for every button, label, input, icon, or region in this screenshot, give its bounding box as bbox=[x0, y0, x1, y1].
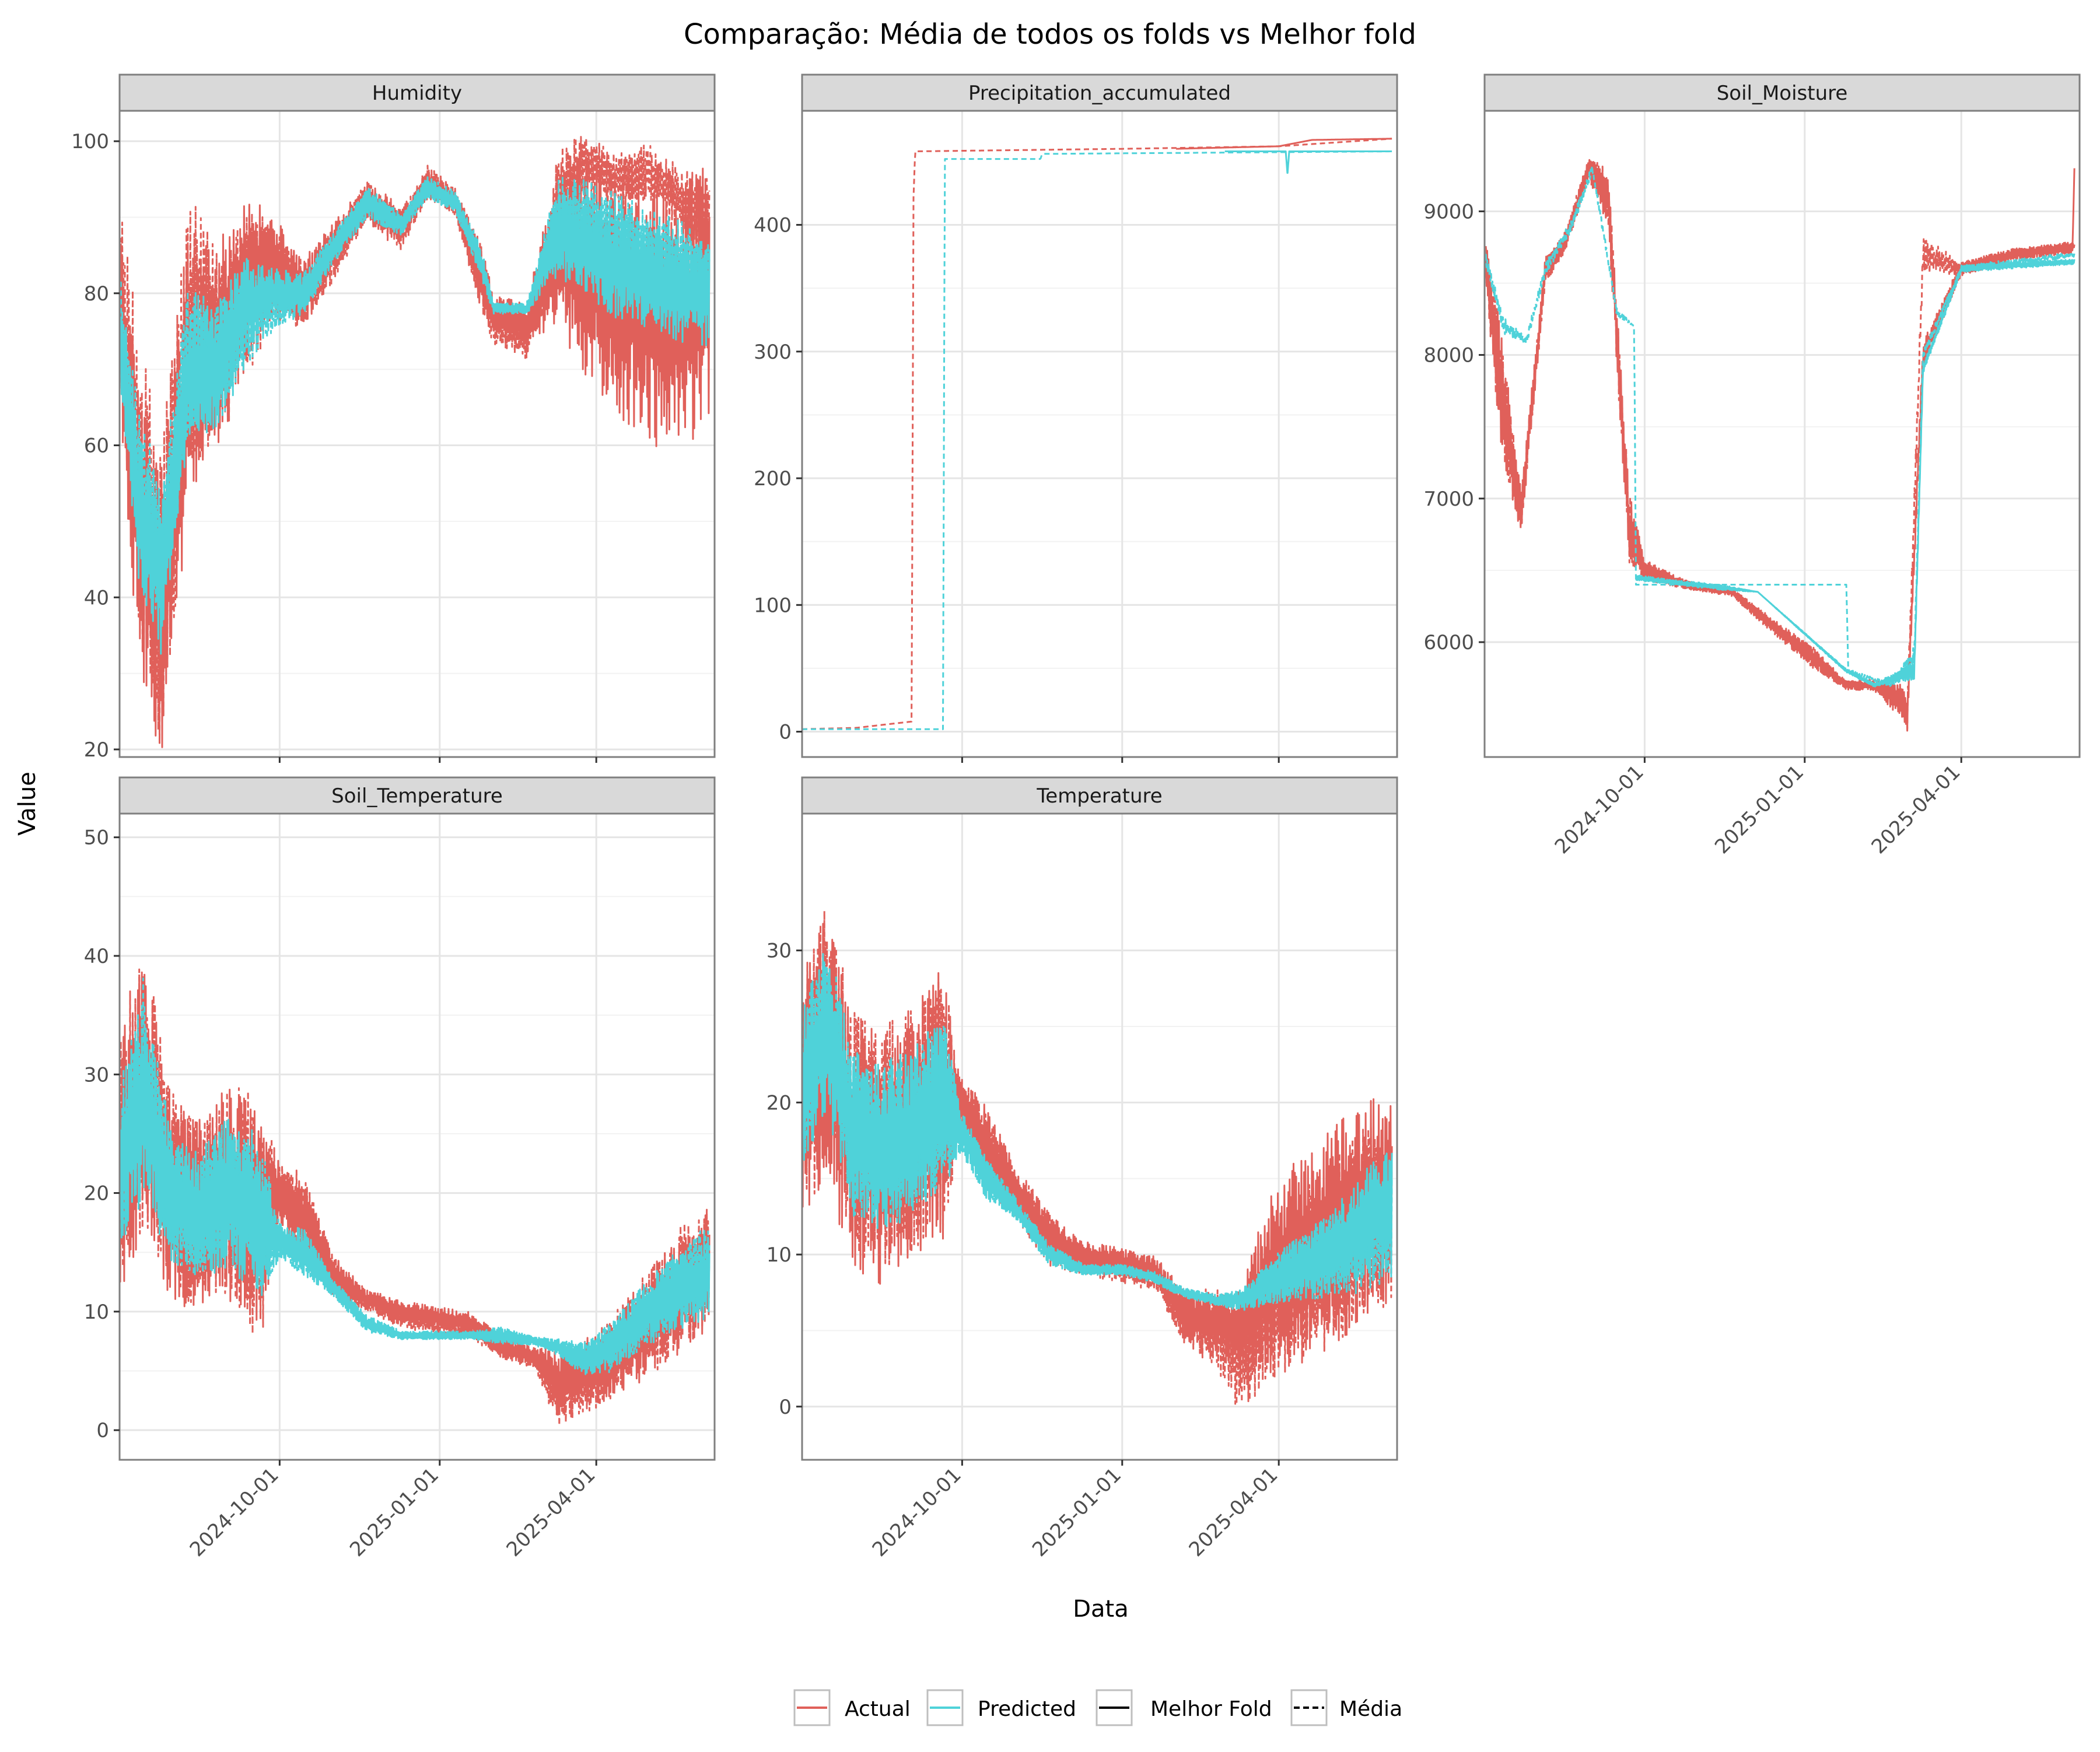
facet-panels: Humidity20406080100Precipitation_accumul… bbox=[71, 73, 2081, 1561]
facet-strip-label-humidity: Humidity bbox=[372, 82, 462, 105]
y-tick-label: 9000 bbox=[1423, 200, 1474, 223]
y-tick-label: 30 bbox=[84, 1063, 109, 1087]
panel-background-precipitation-accumulated bbox=[802, 111, 1397, 757]
y-tick-label: 10 bbox=[84, 1301, 109, 1324]
series-line-predicted-solid bbox=[1224, 150, 1393, 174]
y-axis-soil-moisture: 6000 7000 8000 9000 bbox=[1423, 200, 1485, 654]
y-axis-soil-temperature: 0 10 20 30 40 50 bbox=[84, 826, 120, 1442]
facet-strip-label-soil-moisture: Soil_Moisture bbox=[1717, 82, 1848, 105]
chart-title: Comparação: Média de todos os folds vs M… bbox=[684, 18, 1416, 51]
gridlines-precipitation-accumulated bbox=[802, 111, 1397, 757]
y-tick-label: 60 bbox=[84, 435, 109, 458]
y-tick-label: 40 bbox=[84, 945, 109, 968]
y-axis-temperature: 0 10 20 30 bbox=[766, 940, 802, 1419]
legend-item-media: Média bbox=[1290, 1689, 1402, 1726]
y-tick-label: 400 bbox=[754, 214, 792, 237]
y-tick-label: 30 bbox=[766, 940, 792, 963]
legend-label-actual: Actual bbox=[845, 1697, 911, 1721]
series-line-actual-solid bbox=[1485, 159, 2076, 732]
panel-border-humidity bbox=[118, 110, 716, 758]
legend-label-predicted: Predicted bbox=[978, 1697, 1076, 1721]
x-axis-humidity bbox=[278, 757, 597, 763]
series-line-predicted-solid bbox=[1635, 258, 2076, 688]
legend-item-actual: Actual bbox=[793, 1689, 911, 1726]
y-axis-humidity: 20 40 60 80 100 bbox=[71, 130, 120, 762]
facet-strip-precipitation-accumulated bbox=[801, 73, 1398, 112]
y-tick-label: 0 bbox=[779, 721, 792, 744]
series-line-actual-dashed bbox=[1485, 159, 2076, 730]
legend: Actual Predicted Melhor Fold Média bbox=[793, 1689, 1402, 1726]
x-axis-title: Data bbox=[1073, 1596, 1129, 1623]
series-group-temperature bbox=[802, 910, 1393, 1406]
facet-precipitation-accumulated: Precipitation_accumulated 0 100 200 300 400 bbox=[754, 73, 1398, 763]
y-tick-label: 20 bbox=[84, 1182, 109, 1206]
y-tick-label: 10 bbox=[766, 1243, 792, 1267]
y-tick-label: 80 bbox=[84, 282, 109, 306]
facet-strip-temperature bbox=[801, 776, 1398, 815]
series-line-actual-dashed bbox=[120, 968, 710, 1427]
facet-strip-label-precipitation-accumulated: Precipitation_accumulated bbox=[968, 82, 1231, 105]
y-axis-precipitation-accumulated: 0 100 200 300 400 bbox=[754, 214, 802, 744]
y-tick-label: 300 bbox=[754, 341, 792, 364]
legend-item-predicted: Predicted bbox=[926, 1689, 1076, 1726]
series-line-actual-solid bbox=[802, 923, 1393, 1371]
series-group-precipitation-accumulated bbox=[802, 138, 1393, 730]
facet-strip-soil-moisture bbox=[1483, 73, 2081, 112]
series-line-actual-solid bbox=[1175, 138, 1393, 150]
series-line-actual-dashed bbox=[802, 138, 1392, 730]
facet-humidity: Humidity 20 40 60 80 100 bbox=[71, 73, 716, 763]
y-tick-label: 100 bbox=[71, 130, 109, 153]
panel-border-precipitation-accumulated bbox=[801, 110, 1398, 758]
facet-strip-label-soil-temperature: Soil_Temperature bbox=[331, 784, 503, 808]
series-line-predicted-solid bbox=[802, 953, 1393, 1311]
legend-label-media: Média bbox=[1339, 1697, 1402, 1721]
panel-background-soil-moisture bbox=[1485, 111, 2080, 757]
y-tick-label: 100 bbox=[754, 594, 792, 617]
panel-border-soil-temperature bbox=[118, 812, 716, 1461]
y-tick-label: 200 bbox=[754, 467, 792, 490]
series-line-predicted-dashed bbox=[120, 175, 710, 617]
y-tick-label: 0 bbox=[96, 1419, 109, 1442]
series-group-humidity bbox=[120, 136, 710, 748]
y-axis-title: Value bbox=[14, 772, 41, 836]
panel-border-soil-moisture bbox=[1483, 110, 2081, 758]
series-group-soil-temperature bbox=[120, 968, 710, 1427]
y-tick-label: 40 bbox=[84, 586, 109, 609]
y-tick-label: 50 bbox=[84, 826, 109, 850]
facet-strip-label-temperature: Temperature bbox=[1036, 784, 1162, 808]
facet-strip-humidity bbox=[118, 73, 716, 112]
x-axis-precipitation-accumulated bbox=[961, 757, 1280, 763]
y-tick-label: 0 bbox=[779, 1396, 792, 1419]
y-tick-label: 7000 bbox=[1423, 488, 1474, 511]
series-line-actual-solid bbox=[120, 156, 710, 748]
series-line-predicted-dashed bbox=[1485, 164, 2076, 687]
legend-item-melhor-fold: Melhor Fold bbox=[1096, 1689, 1272, 1726]
series-group-soil-moisture bbox=[1485, 159, 2076, 732]
y-tick-label: 20 bbox=[766, 1091, 792, 1115]
y-tick-label: 8000 bbox=[1423, 344, 1474, 367]
series-line-predicted-solid bbox=[120, 176, 710, 655]
series-line-predicted-solid bbox=[120, 1027, 710, 1375]
legend-label-melhor-fold: Melhor Fold bbox=[1150, 1697, 1272, 1721]
gridlines-soil-moisture bbox=[1485, 111, 2080, 757]
series-line-actual-dashed bbox=[120, 136, 710, 744]
panel-border-temperature bbox=[801, 812, 1398, 1461]
y-tick-label: 6000 bbox=[1423, 631, 1474, 654]
y-tick-label: 20 bbox=[84, 738, 109, 762]
